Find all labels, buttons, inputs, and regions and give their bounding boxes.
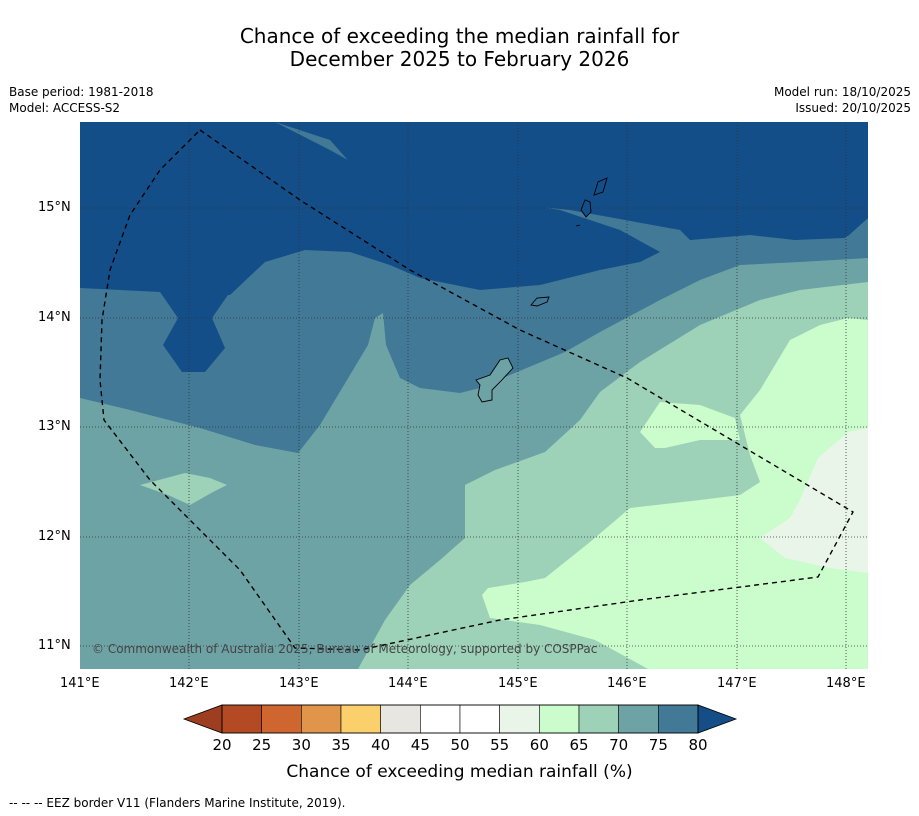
islands bbox=[475, 177, 608, 403]
lat-label-15: 15°N bbox=[38, 200, 71, 215]
colorbar-over-arrow bbox=[697, 704, 738, 734]
fill-50-55 bbox=[760, 428, 868, 573]
colorbar-tick-label: 30 bbox=[291, 736, 311, 754]
colorbar-bin bbox=[658, 704, 699, 734]
fill-75-80-lobe bbox=[160, 292, 230, 372]
island-saipan bbox=[593, 177, 608, 196]
colorbar-bin bbox=[261, 704, 302, 734]
lat-label-12: 12°N bbox=[38, 529, 71, 544]
colorbar-tick-label: 20 bbox=[212, 736, 232, 754]
colorbar-label: Chance of exceeding median rainfall (%) bbox=[286, 762, 633, 782]
lon-label-145: 145°E bbox=[498, 676, 538, 691]
colorbar-bin bbox=[499, 704, 540, 734]
map-area: © Commonwealth of Australia 2025, Bureau… bbox=[80, 122, 868, 669]
lon-label-143: 143°E bbox=[279, 676, 319, 691]
colorbar-tick-label: 60 bbox=[529, 736, 549, 754]
colorbar-bin bbox=[459, 704, 500, 734]
colorbar-bin bbox=[539, 704, 580, 734]
eez-border bbox=[99, 129, 854, 651]
base-period: Base period: 1981-2018 bbox=[9, 85, 154, 99]
model-run: Model run: 18/10/2025 bbox=[773, 85, 911, 99]
island-guam bbox=[475, 357, 514, 403]
colorbar-tick-label: 40 bbox=[371, 736, 391, 754]
colorbar-tick-label: 65 bbox=[569, 736, 589, 754]
lon-label-146: 146°E bbox=[607, 676, 647, 691]
colorbar-bin bbox=[301, 704, 342, 734]
lon-label-142: 142°E bbox=[169, 676, 209, 691]
issued-date: Issued: 20/10/2025 bbox=[795, 101, 911, 115]
colorbar-tick-label: 50 bbox=[450, 736, 470, 754]
colorbar-tick-label: 45 bbox=[410, 736, 430, 754]
colorbar-bins bbox=[221, 704, 699, 734]
colorbar-bin bbox=[420, 704, 461, 734]
lon-label-141: 141°E bbox=[60, 676, 100, 691]
eez-legend-note: -- -- -- EEZ border V11 (Flanders Marine… bbox=[9, 796, 346, 810]
gridlines bbox=[80, 122, 868, 669]
colorbar-bin bbox=[380, 704, 421, 734]
chart-title-line1: Chance of exceeding the median rainfall … bbox=[239, 24, 680, 48]
lon-label-148: 148°E bbox=[826, 676, 866, 691]
model-name: Model: ACCESS-S2 bbox=[9, 101, 121, 115]
lon-label-147: 147°E bbox=[717, 676, 757, 691]
chart-title-line2: December 2025 to February 2026 bbox=[289, 47, 630, 71]
fill-60-65-patch bbox=[140, 473, 227, 505]
colorbar-bin bbox=[618, 704, 659, 734]
copyright-notice: © Commonwealth of Australia 2025, Bureau… bbox=[92, 642, 597, 656]
lat-label-14: 14°N bbox=[38, 310, 71, 325]
lon-label-144: 144°E bbox=[388, 676, 428, 691]
lat-label-11: 11°N bbox=[38, 638, 71, 653]
fill-75-80-top-east bbox=[395, 122, 868, 240]
colorbar-tick-label: 70 bbox=[609, 736, 629, 754]
colorbar-tick-label: 35 bbox=[331, 736, 351, 754]
fill-55-60-wedge bbox=[640, 402, 740, 448]
colorbar-tick-label: 75 bbox=[648, 736, 668, 754]
island-aguijan bbox=[575, 224, 581, 227]
island-tinian bbox=[580, 199, 592, 218]
colorbar bbox=[182, 704, 738, 734]
island-rota bbox=[530, 296, 550, 307]
colorbar-tick-label: 55 bbox=[490, 736, 510, 754]
colorbar-bin bbox=[340, 704, 381, 734]
colorbar-under-arrow bbox=[182, 704, 223, 734]
colorbar-bin bbox=[221, 704, 262, 734]
colorbar-bin bbox=[578, 704, 619, 734]
colorbar-tick-label: 80 bbox=[688, 736, 708, 754]
lat-label-13: 13°N bbox=[38, 419, 71, 434]
colorbar-tick-label: 25 bbox=[252, 736, 272, 754]
fill-55-60 bbox=[482, 318, 868, 669]
